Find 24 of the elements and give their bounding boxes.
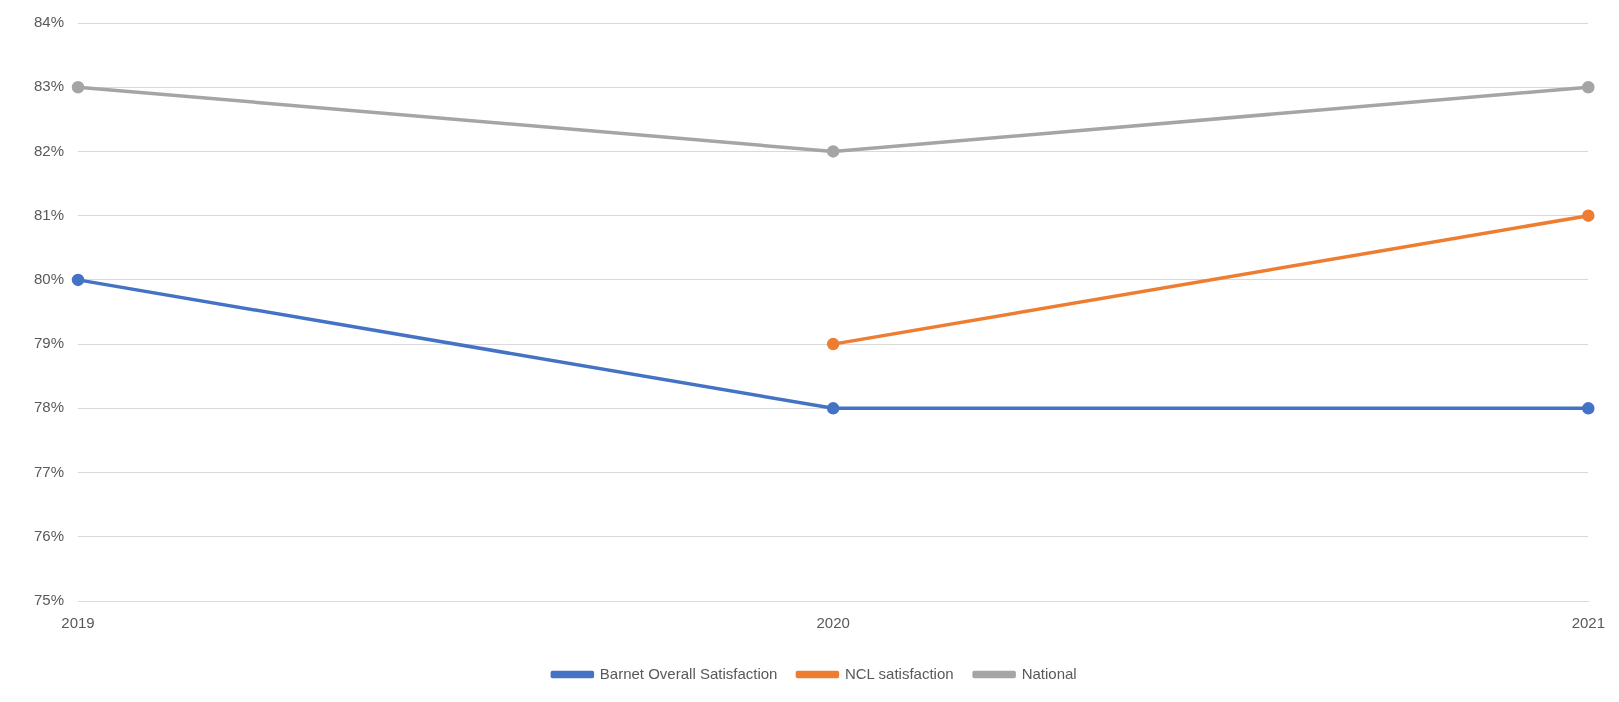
y-tick-label: 81% (33, 205, 65, 223)
legend-label: NCL satisfaction (844, 664, 954, 682)
y-tick-label: 77% (33, 462, 65, 480)
x-tick-label: 2020 (816, 614, 850, 632)
x-tick-label: 2021 (1571, 614, 1605, 632)
y-tick-label: 82% (33, 141, 65, 159)
x-tick-label: 2019 (61, 614, 95, 632)
point (1582, 402, 1595, 415)
point (71, 273, 85, 287)
y-tick-label: 84% (33, 13, 65, 31)
legend-label: Barnet Overall Satisfaction (599, 664, 778, 682)
y-tick-label: 83% (33, 77, 65, 95)
point (71, 80, 85, 94)
y-tick-label: 76% (33, 526, 65, 544)
y-tick-label: 80% (33, 270, 65, 288)
point (826, 402, 840, 415)
point (826, 145, 840, 158)
point (1582, 209, 1595, 222)
y-tick-label: 75% (33, 591, 65, 609)
legend-label: National (1021, 664, 1077, 682)
y-tick-label: 79% (33, 334, 65, 352)
point (826, 337, 840, 351)
point (1582, 80, 1595, 94)
y-tick-label: 78% (33, 398, 65, 416)
